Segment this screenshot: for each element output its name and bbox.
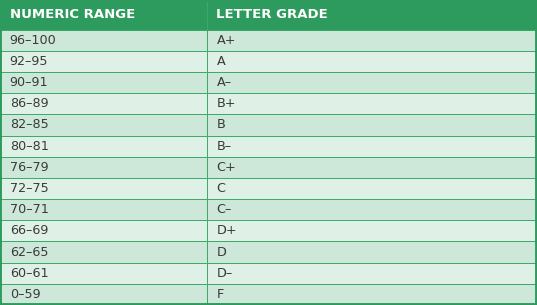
Bar	[0, 0, 207, 30]
Text: C: C	[216, 182, 226, 195]
Bar	[0, 242, 207, 263]
Text: 70–71: 70–71	[10, 203, 48, 216]
Text: LETTER GRADE: LETTER GRADE	[216, 8, 328, 21]
Bar	[207, 72, 537, 93]
Bar	[207, 263, 537, 284]
Text: 82–85: 82–85	[10, 118, 48, 131]
Bar	[207, 178, 537, 199]
Text: 80–81: 80–81	[10, 140, 48, 152]
Bar	[207, 284, 537, 305]
Bar	[0, 263, 207, 284]
Text: A–: A–	[216, 76, 231, 89]
Text: C+: C+	[216, 161, 236, 174]
Text: D: D	[216, 246, 226, 259]
Bar	[0, 93, 207, 114]
Bar	[207, 114, 537, 135]
Bar	[0, 157, 207, 178]
Text: 76–79: 76–79	[10, 161, 48, 174]
Text: A: A	[216, 55, 225, 68]
Bar	[207, 220, 537, 242]
Bar	[207, 199, 537, 220]
Bar	[0, 199, 207, 220]
Bar	[0, 72, 207, 93]
Text: D+: D+	[216, 224, 237, 237]
Text: 60–61: 60–61	[10, 267, 48, 280]
Bar	[207, 242, 537, 263]
Text: D–: D–	[216, 267, 233, 280]
Bar	[0, 51, 207, 72]
Bar	[207, 30, 537, 51]
Text: 92–95: 92–95	[10, 55, 48, 68]
Text: 62–65: 62–65	[10, 246, 48, 259]
Text: B+: B+	[216, 97, 236, 110]
Bar	[0, 135, 207, 157]
Bar	[207, 93, 537, 114]
Text: C–: C–	[216, 203, 232, 216]
Bar	[0, 220, 207, 242]
Text: 0–59: 0–59	[10, 288, 40, 301]
Bar	[207, 51, 537, 72]
Text: A+: A+	[216, 34, 236, 47]
Text: F: F	[216, 288, 224, 301]
Bar	[207, 157, 537, 178]
Text: B: B	[216, 118, 225, 131]
Bar	[207, 0, 537, 30]
Bar	[207, 135, 537, 157]
Bar	[0, 178, 207, 199]
Bar	[0, 30, 207, 51]
Text: 72–75: 72–75	[10, 182, 48, 195]
Text: 86–89: 86–89	[10, 97, 48, 110]
Text: 66–69: 66–69	[10, 224, 48, 237]
Text: NUMERIC RANGE: NUMERIC RANGE	[10, 8, 135, 21]
Bar	[0, 114, 207, 135]
Text: 90–91: 90–91	[10, 76, 48, 89]
Text: 96–100: 96–100	[10, 34, 56, 47]
Text: B–: B–	[216, 140, 231, 152]
Bar	[0, 284, 207, 305]
